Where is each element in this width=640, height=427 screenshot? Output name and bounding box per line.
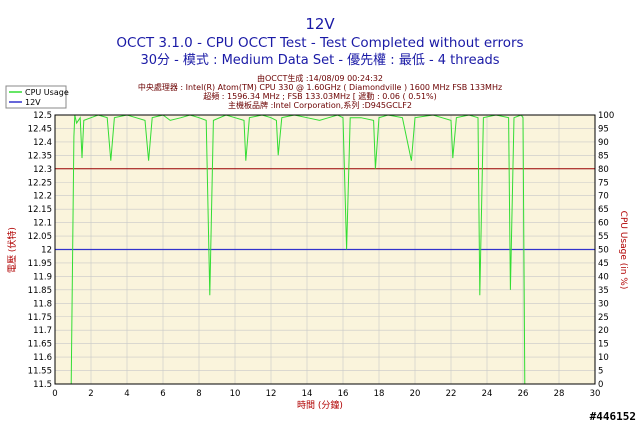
y2-tick-label: 40: [598, 272, 609, 282]
y-tick-label: 11.5: [33, 380, 52, 390]
y2-tick-label: 5: [598, 367, 603, 377]
y2-tick-label: 100: [598, 111, 614, 121]
y2-tick-label: 0: [598, 380, 603, 390]
y2-tick-label: 85: [598, 151, 609, 161]
y2-tick-label: 65: [598, 205, 609, 215]
y2-axis-ticks: 0 5 10 15 20 25 30 35 40 45 50 55 60 65 70 75 80 85 90 95 10…: [598, 111, 614, 390]
y-tick-label: 11.85: [28, 286, 52, 296]
info-cpu: 中央處理器 : Intel(R) Atom(TM) CPU 330 @ 1.60…: [138, 82, 502, 92]
watermark: #446152: [589, 410, 636, 423]
y-tick-label: 11.65: [28, 340, 52, 350]
chart-subtitle-mode: 30分 - 模式 : Medium Data Set - 優先權 : 最低 - …: [140, 53, 499, 68]
chart-title: 12V: [305, 15, 335, 33]
legend-cpu-label: CPU Usage: [25, 88, 69, 97]
x-tick-label: 14: [302, 389, 313, 399]
y2-tick-label: 45: [598, 259, 609, 269]
y2-tick-label: 70: [598, 192, 609, 202]
x-axis-ticks: 0 2 4 6 8 10 12 14 16 18 20 22 24 26 28 30: [52, 389, 600, 399]
series-cpu-usage-line: [70, 114, 526, 385]
y2-tick-label: 20: [598, 326, 609, 336]
y-tick-label: 11.7: [33, 326, 52, 336]
y2-axis-label: CPU Usage (in %): [618, 211, 628, 290]
x-tick-label: 22: [446, 389, 457, 399]
y-tick-label: 12.45: [28, 124, 52, 134]
y2-tick-label: 10: [598, 353, 609, 363]
y-tick-label: 11.6: [33, 353, 52, 363]
y-tick-label: 12.15: [28, 205, 52, 215]
x-tick-label: 12: [266, 389, 277, 399]
y-tick-label: 11.95: [28, 259, 52, 269]
y-tick-label: 12.4: [33, 138, 52, 148]
y2-tick-label: 95: [598, 124, 609, 134]
y-tick-label: 12.35: [28, 151, 52, 161]
y2-tick-label: 15: [598, 340, 609, 350]
x-axis-label: 時間 (分鐘): [297, 399, 343, 411]
x-tick-label: 24: [482, 389, 493, 399]
y-tick-label: 12.3: [33, 165, 52, 175]
y2-tick-label: 60: [598, 219, 609, 229]
info-motherboard: 主機板品牌 :Intel Corporation,系列 :D945GCLF2: [228, 100, 412, 110]
x-tick-label: 2: [88, 389, 93, 399]
plot-border: [54, 114, 596, 385]
y2-tick-label: 25: [598, 313, 609, 323]
y2-tick-label: 55: [598, 232, 609, 242]
legend-12v-label: 12V: [25, 98, 41, 107]
y-tick-label: 12.25: [28, 178, 52, 188]
y2-tick-label: 75: [598, 178, 609, 188]
y2-tick-label: 90: [598, 138, 609, 148]
x-tick-label: 0: [52, 389, 57, 399]
info-generated: 由OCCT生成 :14/08/09 00:24:32: [257, 73, 383, 83]
y-axis-ticks: 11.5 11.55 11.6 11.65 11.7 11.75 11.8 11.85 11.9…: [28, 111, 52, 390]
x-tick-label: 16: [338, 389, 349, 399]
x-tick-label: 30: [590, 389, 601, 399]
y2-tick-label: 35: [598, 286, 609, 296]
y2-tick-label: 50: [598, 246, 609, 256]
x-tick-label: 10: [230, 389, 241, 399]
x-tick-label: 8: [196, 389, 201, 399]
y-tick-label: 11.55: [28, 367, 52, 377]
y-axis-label: 電壓 (伏特): [6, 227, 18, 273]
x-tick-label: 4: [124, 389, 129, 399]
x-tick-label: 18: [374, 389, 385, 399]
info-overclock: 超頻 : 1596.34 MHz ; FSB 133.03MHz [ 遞動 : …: [203, 91, 437, 101]
y-tick-label: 12.2: [33, 192, 52, 202]
y-tick-label: 11.8: [33, 299, 52, 309]
y-tick-label: 12.1: [33, 219, 52, 229]
y-tick-label: 12.5: [33, 111, 52, 121]
y2-tick-label: 30: [598, 299, 609, 309]
y2-tick-label: 80: [598, 165, 609, 175]
y-tick-label: 11.9: [33, 272, 52, 282]
y-tick-label: 12.05: [28, 232, 52, 242]
x-tick-label: 6: [160, 389, 165, 399]
legend: CPU Usage 12V: [5, 85, 69, 109]
chart-subtitle-test: OCCT 3.1.0 - CPU OCCT Test - Test Comple…: [116, 35, 523, 51]
x-tick-label: 26: [518, 389, 529, 399]
y-tick-label: 11.75: [28, 313, 52, 323]
x-tick-label: 28: [554, 389, 565, 399]
x-tick-label: 20: [410, 389, 421, 399]
y-tick-label: 12: [41, 246, 52, 256]
